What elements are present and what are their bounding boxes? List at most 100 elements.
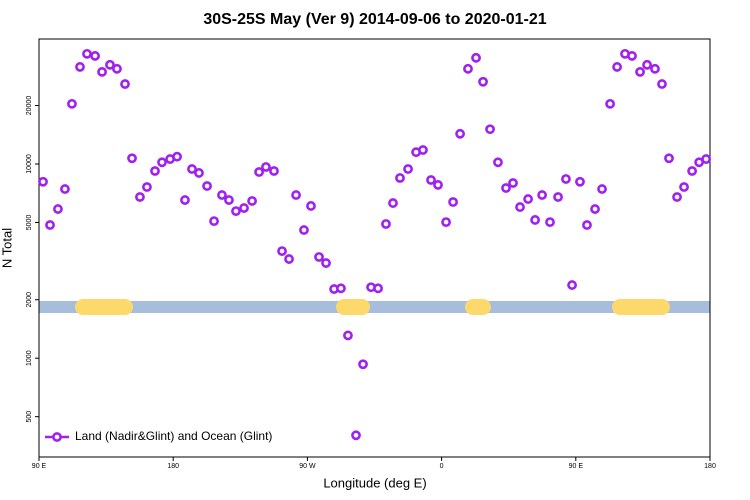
data-point — [53, 204, 63, 214]
plot-frame — [38, 38, 711, 458]
data-point — [142, 182, 152, 192]
data-point — [231, 206, 241, 216]
x-tick-label: 180 — [167, 463, 179, 470]
land-band — [336, 299, 370, 315]
data-point — [508, 178, 518, 188]
data-point — [463, 63, 473, 74]
data-point — [343, 330, 353, 341]
data-point — [314, 252, 324, 262]
x-tick-label: 0 — [440, 463, 444, 470]
data-point — [687, 166, 698, 176]
data-point — [553, 192, 563, 202]
x-tick-label: 90 E — [569, 463, 584, 470]
data-point — [67, 98, 77, 109]
data-point — [650, 63, 660, 74]
data-point — [561, 174, 571, 184]
data-point — [418, 145, 428, 155]
data-point — [157, 157, 167, 168]
data-point — [395, 173, 405, 183]
data-point — [701, 154, 712, 164]
x-axis-label: Longitude (deg E) — [323, 475, 426, 490]
data-point — [590, 204, 600, 214]
data-point — [269, 166, 279, 176]
land-band — [465, 299, 491, 315]
data-point — [239, 203, 249, 213]
data-point — [38, 176, 48, 187]
y-tick-label: 2000 — [26, 292, 33, 308]
data-point — [105, 59, 115, 70]
data-point — [180, 195, 190, 205]
data-point — [90, 51, 100, 61]
data-point — [217, 190, 227, 200]
data-point — [582, 220, 592, 230]
data-point — [403, 164, 413, 174]
data-point — [485, 124, 495, 135]
data-point — [321, 258, 331, 268]
data-point — [277, 246, 287, 256]
data-point — [135, 192, 145, 202]
data-point — [45, 220, 55, 230]
data-point — [664, 153, 674, 164]
data-point — [493, 157, 503, 168]
y-tick-label: 1000 — [26, 350, 33, 366]
data-point — [679, 182, 689, 192]
data-point — [127, 153, 137, 164]
data-point — [515, 202, 525, 212]
legend-marker — [52, 432, 62, 442]
ocean-band — [39, 301, 710, 313]
data-point — [202, 181, 212, 191]
data-point — [254, 167, 264, 177]
data-point — [478, 76, 488, 87]
land-ocean-band — [39, 299, 710, 315]
data-point — [306, 201, 316, 211]
data-point — [388, 198, 398, 208]
data-point — [358, 359, 368, 370]
data-point — [635, 66, 645, 77]
data-point — [426, 175, 436, 185]
data-point — [261, 162, 271, 172]
data-point — [523, 194, 533, 204]
data-point — [441, 217, 451, 228]
legend-label: Land (Nadir&Glint) and Ocean (Glint) — [75, 429, 272, 443]
data-point — [97, 66, 107, 77]
data-point — [448, 197, 458, 207]
data-point — [381, 219, 391, 229]
data-point — [187, 164, 197, 174]
data-point — [567, 280, 577, 290]
data-point — [530, 215, 540, 225]
data-point — [657, 79, 667, 89]
data-point — [501, 183, 511, 193]
x-tick-label: 180 — [704, 463, 716, 470]
y-tick-label: 10000 — [26, 154, 33, 174]
data-point — [351, 430, 361, 441]
data-point — [455, 128, 465, 139]
y-tick-label: 5000 — [26, 215, 33, 231]
x-tick-label: 90 E — [32, 463, 47, 470]
data-point — [194, 168, 204, 178]
data-point — [672, 192, 682, 202]
data-point — [172, 151, 182, 162]
data-point — [605, 98, 615, 109]
data-point — [471, 52, 481, 63]
data-point — [433, 180, 443, 190]
data-point — [627, 51, 637, 61]
data-point — [82, 48, 92, 59]
x-tick-label: 90 W — [299, 463, 316, 470]
data-point — [612, 62, 623, 72]
data-point — [336, 283, 346, 294]
data-point — [120, 79, 130, 89]
data-point — [299, 225, 309, 235]
land-band — [75, 299, 133, 315]
data-point — [642, 59, 652, 70]
data-point — [537, 190, 548, 200]
data-point — [224, 195, 234, 205]
data-point — [597, 184, 607, 194]
data-point — [373, 283, 383, 294]
land-band — [612, 299, 670, 315]
data-point — [575, 176, 585, 187]
y-tick-label: 500 — [26, 411, 33, 423]
chart-title: 30S-25S May (Ver 9) 2014-09-06 to 2020-0… — [203, 11, 546, 28]
data-point — [545, 217, 555, 228]
data-point — [150, 166, 160, 176]
